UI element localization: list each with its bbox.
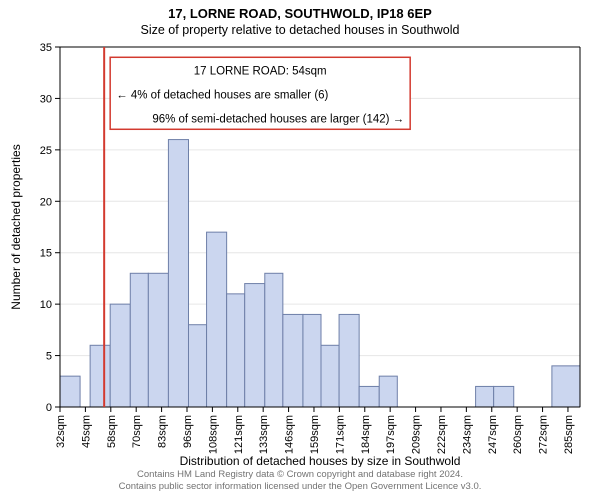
svg-text:30: 30 [40,93,52,105]
histogram-bar [90,345,110,407]
histogram-bar [303,314,321,407]
histogram-bar [60,376,80,407]
svg-text:10: 10 [40,299,52,311]
svg-text:5: 5 [46,351,52,363]
svg-text:108sqm: 108sqm [207,415,219,454]
svg-text:70sqm: 70sqm [131,415,143,448]
footer-line-2: Contains public sector information licen… [0,481,600,493]
histogram-bar [321,345,339,407]
histogram-bar [207,232,227,407]
histogram-bar [265,273,283,407]
svg-text:15: 15 [40,248,52,260]
svg-text:58sqm: 58sqm [106,415,118,448]
svg-text:197sqm: 197sqm [385,415,397,454]
svg-text:32sqm: 32sqm [55,415,67,448]
svg-text:25: 25 [40,145,52,157]
histogram-bar [168,140,188,407]
histogram-bar [283,314,303,407]
annotation-text: ← 4% of detached houses are smaller (6) [116,90,328,102]
histogram-bar [227,294,245,407]
histogram-bar [359,386,379,407]
svg-text:171sqm: 171sqm [334,415,346,454]
chart-subtitle: Size of property relative to detached ho… [0,21,600,37]
svg-text:45sqm: 45sqm [80,415,92,448]
footer: Contains HM Land Registry data © Crown c… [0,467,600,493]
histogram-bar [188,325,206,407]
svg-text:0: 0 [46,402,52,414]
histogram-bar [494,386,514,407]
svg-text:121sqm: 121sqm [233,415,245,454]
annotation-text: 17 LORNE ROAD: 54sqm [194,66,327,78]
svg-text:83sqm: 83sqm [157,415,169,448]
svg-text:96sqm: 96sqm [182,415,194,448]
svg-text:20: 20 [40,196,52,208]
svg-text:260sqm: 260sqm [512,415,524,454]
histogram-bar [476,386,494,407]
histogram-bar [245,284,265,407]
svg-text:35: 35 [40,42,52,54]
svg-text:146sqm: 146sqm [284,415,296,454]
histogram-bar [130,273,148,407]
chart-title: 17, LORNE ROAD, SOUTHWOLD, IP18 6EP [0,0,600,21]
histogram-bar [379,376,397,407]
chart-container: 0 5 10 15 20 25 30 35 32sqm 45sqm 58sqm 70sqm 83sqm 9… [0,37,600,467]
svg-text:222sqm: 222sqm [436,415,448,454]
histogram-bar [339,314,359,407]
svg-text:247sqm: 247sqm [487,415,499,454]
svg-text:209sqm: 209sqm [411,415,423,454]
svg-text:184sqm: 184sqm [360,415,372,454]
histogram-bar [148,273,168,407]
annotation-text: 96% of semi-detached houses are larger (… [152,114,404,126]
svg-text:133sqm: 133sqm [258,415,270,454]
histogram-chart: 0 5 10 15 20 25 30 35 32sqm 45sqm 58sqm 70sqm 83sqm 9… [0,37,600,467]
footer-line-1: Contains HM Land Registry data © Crown c… [0,469,600,481]
svg-text:234sqm: 234sqm [461,415,473,454]
histogram-bar [110,304,130,407]
svg-text:272sqm: 272sqm [538,415,550,454]
svg-text:159sqm: 159sqm [309,415,321,454]
y-axis-label: Number of detached properties [9,144,23,309]
svg-text:285sqm: 285sqm [563,415,575,454]
histogram-bar [552,366,580,407]
x-axis-label: Distribution of detached houses by size … [180,454,461,467]
